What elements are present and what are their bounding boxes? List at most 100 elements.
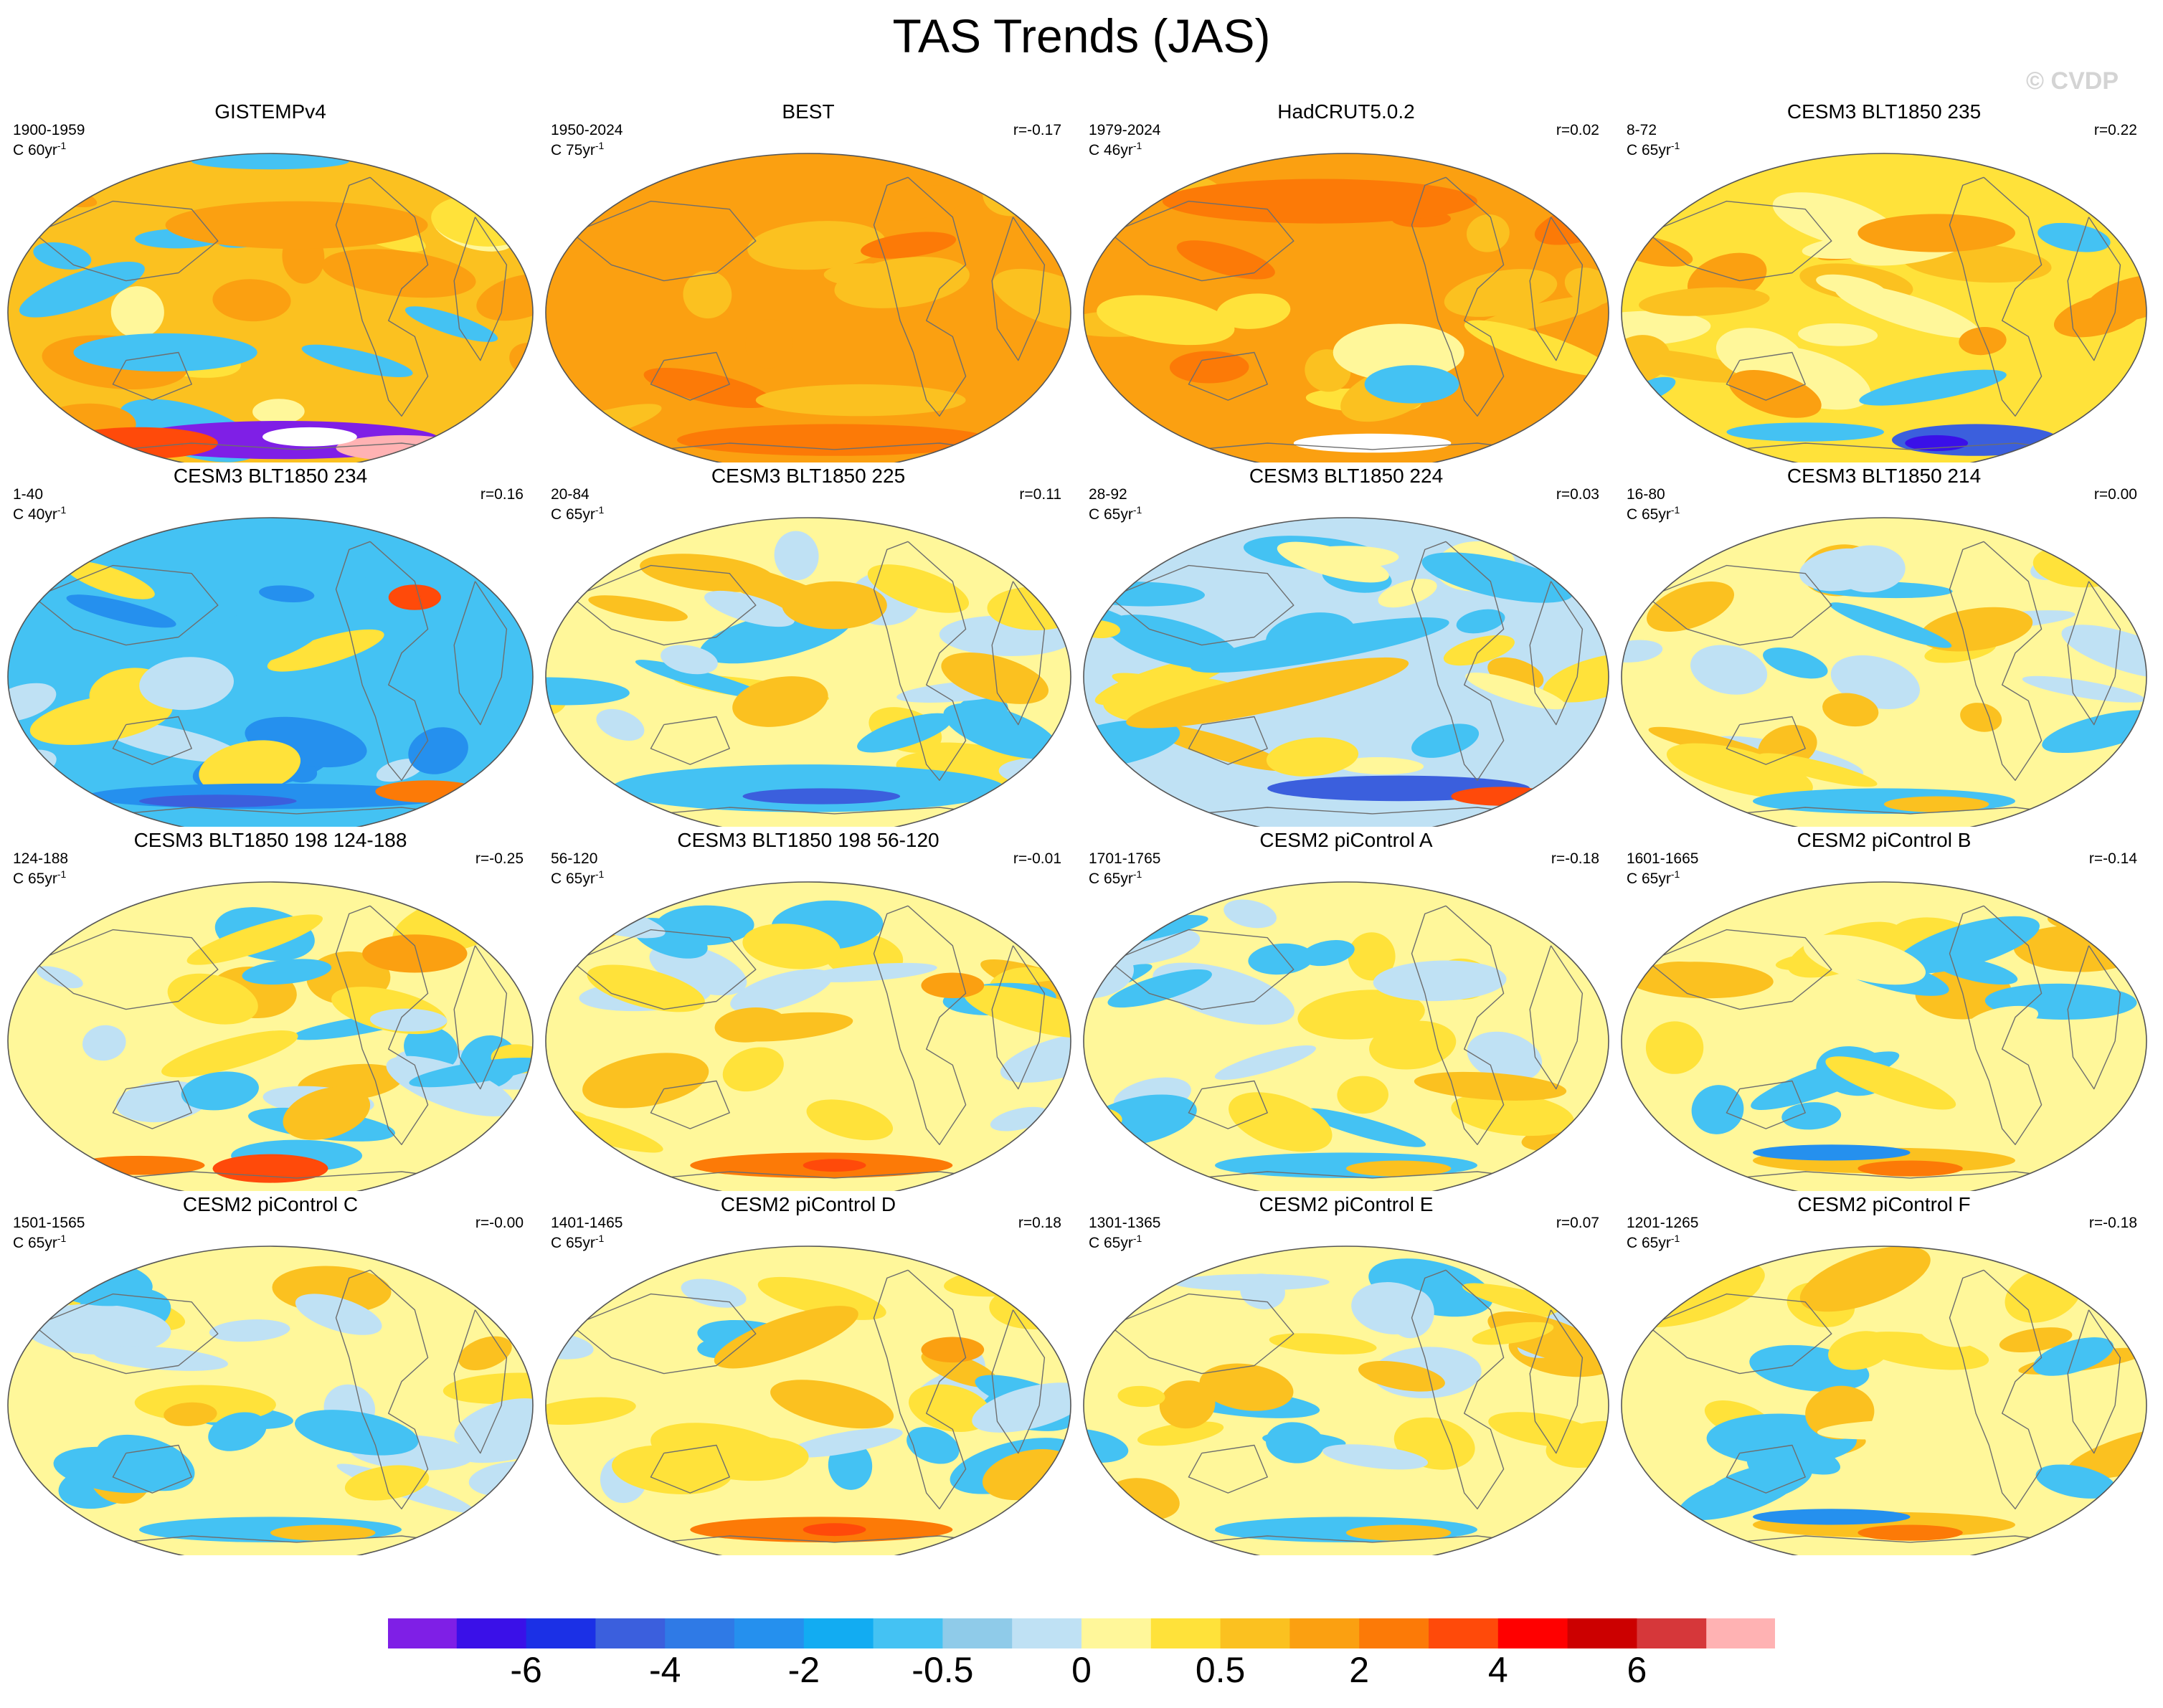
coastline [1109, 1293, 1295, 1375]
colorbar-tick-label: -6 [510, 1650, 542, 1690]
panel-title: CESM3 BLT1850 234 [173, 465, 368, 487]
trend-contour [1822, 693, 1879, 727]
trend-contour [861, 232, 957, 259]
pattern-correlation: r=0.02 [1556, 122, 1599, 138]
trend-contour [1753, 1509, 1911, 1525]
colorbar [387, 1618, 1776, 1649]
panel-title: CESM2 piControl A [1259, 829, 1433, 851]
panel-title: CESM3 BLT1850 214 [1786, 465, 1982, 487]
coastline [2067, 1309, 2121, 1454]
coastline [34, 564, 219, 646]
trend-map [545, 1246, 1071, 1555]
coastline [650, 351, 730, 401]
trend-contour [1857, 214, 2015, 252]
trend-contour [582, 1053, 709, 1109]
trend-contour [643, 368, 773, 408]
trend-contour [2061, 625, 2147, 680]
colorbar-segment [1567, 1618, 1637, 1649]
coastline [1188, 716, 1268, 765]
map-outline [1083, 517, 1609, 827]
trend-contour [1191, 617, 1449, 673]
trend-contour [806, 1099, 894, 1141]
trend-contour [993, 268, 1071, 331]
coastline [991, 1309, 1046, 1454]
trend-contour [8, 683, 57, 722]
coastline [572, 564, 757, 646]
pattern-correlation: r=0.03 [1556, 486, 1599, 503]
trend-contour [1277, 541, 1389, 583]
trend-contour [1884, 796, 1989, 812]
trend-contour [747, 221, 886, 270]
colorbar-segment [1012, 1618, 1082, 1649]
map-panel: CESM2 piControl F 1201-1265 C 65yr-1 r=-0.1… [1614, 1193, 2154, 1555]
trend-contour [989, 1284, 1071, 1330]
trend-contour [294, 1410, 419, 1456]
trend-contour [139, 657, 235, 711]
coastline [991, 581, 1046, 726]
trend-contour [787, 1428, 903, 1458]
colorbar-segment [1429, 1618, 1499, 1649]
panel-title: CESM2 piControl B [1797, 829, 1972, 851]
trend-map [7, 153, 534, 462]
trend-contour [1655, 961, 1753, 993]
trend-contour [1302, 1108, 1426, 1147]
coastline [335, 1269, 429, 1509]
colorbar-segment [873, 1618, 943, 1649]
trend-contour [1451, 1092, 1574, 1137]
colorbar-tick-label: 6 [1627, 1650, 1647, 1690]
trend-contour [704, 590, 795, 627]
trend-contour [1857, 1160, 1963, 1177]
coastline [1109, 200, 1295, 282]
trend-contour [1444, 269, 1558, 317]
trend-contour [1859, 369, 2007, 406]
trend-contour [857, 713, 952, 753]
panel-period: 1900-1959 [13, 122, 85, 138]
panel-units: C 65yr-1 [551, 1233, 605, 1251]
trend-contour [805, 962, 937, 982]
coastline [1647, 929, 1832, 1010]
trend-contour [1639, 287, 1770, 316]
trend-contour [1825, 1056, 1956, 1110]
coastline [335, 905, 429, 1145]
coastline [572, 1293, 757, 1375]
trend-contour [1107, 969, 1212, 1008]
trend-contour [344, 1465, 430, 1501]
trend-contour [409, 1057, 533, 1088]
trend-contour [212, 279, 291, 322]
trend-contour [1465, 672, 1566, 710]
trend-contour [1248, 943, 1314, 975]
trend-contour [909, 1384, 991, 1432]
colorbar-segment [942, 1618, 1013, 1649]
trend-contour [1414, 1071, 1567, 1101]
trend-map [1621, 517, 2147, 827]
trend-contour [2037, 222, 2111, 252]
trend-contour [161, 1030, 298, 1078]
trend-contour [476, 273, 533, 321]
trend-contour [24, 1304, 171, 1355]
colorbar-segment [803, 1618, 874, 1649]
coastline [1411, 541, 1505, 781]
trend-contour [252, 399, 305, 424]
panel-period: 56-120 [551, 850, 598, 867]
trend-contour [1728, 370, 1822, 418]
trend-map [1083, 153, 1609, 462]
trend-contour [1918, 1314, 1981, 1347]
trend-contour [270, 1524, 376, 1541]
colorbar-segment [1082, 1618, 1152, 1649]
trend-contour [2035, 1464, 2116, 1499]
trend-contour [19, 261, 145, 318]
trend-contour [1338, 756, 1424, 775]
trend-map [1083, 1246, 1609, 1555]
trend-contour [683, 270, 732, 319]
trend-contour [546, 1397, 636, 1425]
trend-contour [270, 566, 390, 619]
trend-contour [943, 703, 1059, 759]
trend-contour [1799, 1246, 1931, 1312]
trend-contour [1293, 433, 1452, 453]
trend-contour [110, 286, 164, 338]
coastline [650, 1444, 730, 1494]
cvdp-watermark: © CVDP [2026, 67, 2119, 95]
trend-contour [1857, 1524, 1963, 1541]
coastline [1188, 1444, 1268, 1494]
coastline [1529, 217, 1584, 361]
